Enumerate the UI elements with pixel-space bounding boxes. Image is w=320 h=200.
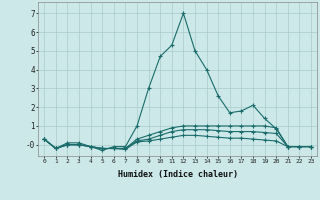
X-axis label: Humidex (Indice chaleur): Humidex (Indice chaleur) — [118, 170, 238, 179]
